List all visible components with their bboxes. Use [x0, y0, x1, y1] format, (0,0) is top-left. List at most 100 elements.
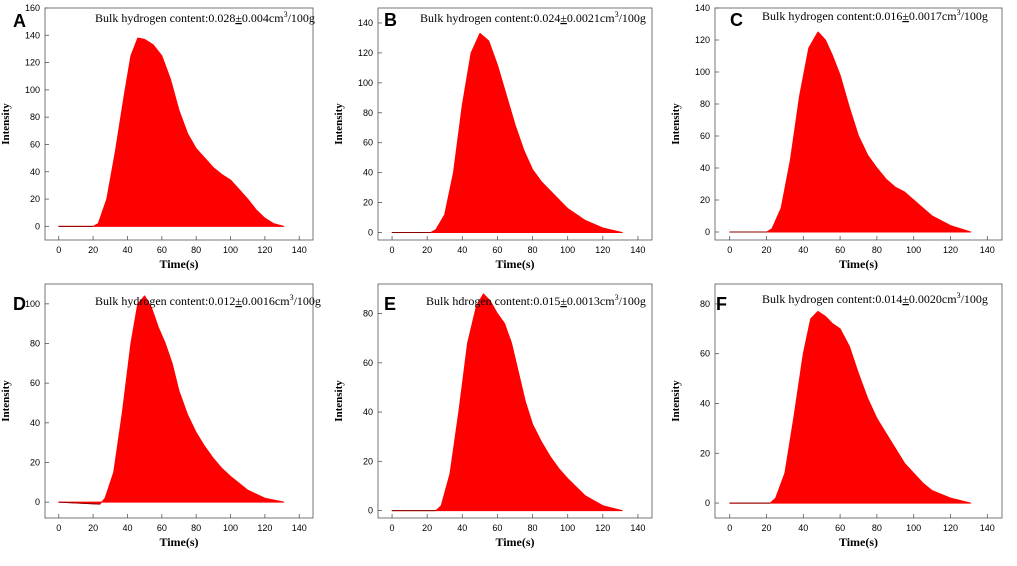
y-axis-label: Intensity: [333, 103, 345, 145]
x-tick-label: 0: [56, 523, 61, 533]
y-tick-label: 120: [695, 35, 710, 45]
y-tick-label: 20: [30, 194, 40, 204]
chart-title: Bulk hydrogen content:0.028±0.004cm3/100…: [95, 10, 315, 25]
plot-frame: [714, 283, 1003, 519]
y-tick-label: 20: [363, 456, 373, 466]
x-tick-label: 140: [980, 245, 995, 255]
x-tick-label: 60: [835, 523, 845, 533]
x-tick-label: 100: [560, 523, 575, 533]
panel-e: 0 20 40 60 80 100 120 140 0 20 40 60 80 Time(s) Intens…: [333, 283, 653, 549]
x-tick-label: 0: [56, 245, 61, 255]
x-tick-label: 120: [595, 523, 610, 533]
y-tick-label: 20: [363, 198, 373, 208]
y-tick-label: 60: [30, 139, 40, 149]
panel-letter: F: [716, 294, 727, 314]
y-tick-label: 80: [30, 338, 40, 348]
x-tick-label: 20: [88, 523, 98, 533]
plot-frame: [44, 7, 314, 241]
y-tick-label: 60: [700, 131, 710, 141]
chart-title: Bulk hydrogen content:0.016±0.0017cm3/10…: [762, 8, 988, 23]
x-axis-label: Time(s): [839, 535, 878, 549]
x-tick-label: 80: [528, 245, 538, 255]
plot-frame: [44, 283, 314, 519]
chart-title: Bulk hdrogen content:0.015±0.0013cm3/100…: [426, 293, 646, 308]
x-axis-label: Time(s): [159, 257, 198, 271]
y-tick-label: 60: [700, 349, 710, 359]
x-tick-label: 120: [257, 245, 272, 255]
x-tick-label: 0: [727, 523, 732, 533]
panel-a: 0 20 40 60 80 100 120 140 0 20 40 60 80 100 120 140 160 T…: [0, 3, 315, 271]
y-tick-label: 120: [25, 58, 40, 68]
x-tick-label: 140: [292, 245, 307, 255]
plot-frame: [377, 283, 653, 519]
plot-frame: [377, 7, 653, 241]
x-axis-label: Time(s): [495, 535, 534, 549]
panel-d: 0 20 40 60 80 100 120 140 0 20 40 60 80 100 Time(s) Int…: [0, 283, 321, 549]
y-axis-label: Intensity: [0, 380, 12, 422]
y-tick-label: 0: [35, 221, 40, 231]
x-tick-label: 60: [835, 245, 845, 255]
y-axis-label: Intensity: [333, 380, 345, 422]
intensity-area: [58, 295, 285, 505]
x-tick-label: 40: [457, 245, 467, 255]
y-tick-label: 60: [30, 378, 40, 388]
y-tick-label: 40: [30, 418, 40, 428]
x-tick-label: 120: [943, 245, 958, 255]
intensity-area: [729, 31, 972, 233]
plot-frame: [714, 7, 1003, 241]
x-tick-label: 40: [798, 245, 808, 255]
x-tick-label: 80: [528, 523, 538, 533]
x-tick-label: 60: [157, 523, 167, 533]
x-tick-label: 140: [630, 523, 645, 533]
x-tick-label: 40: [122, 245, 132, 255]
x-tick-label: 120: [943, 523, 958, 533]
x-tick-label: 140: [292, 523, 307, 533]
x-tick-label: 80: [872, 523, 882, 533]
intensity-area: [729, 310, 972, 504]
y-tick-label: 140: [695, 3, 710, 13]
y-axis-label: Intensity: [670, 380, 682, 422]
x-tick-label: 140: [980, 523, 995, 533]
y-tick-label: 140: [358, 18, 373, 28]
x-tick-label: 80: [191, 245, 201, 255]
x-tick-label: 20: [762, 245, 772, 255]
x-tick-label: 100: [560, 245, 575, 255]
x-tick-label: 80: [872, 245, 882, 255]
x-tick-label: 20: [422, 245, 432, 255]
y-tick-label: 0: [705, 498, 710, 508]
y-tick-label: 100: [695, 67, 710, 77]
y-tick-label: 80: [363, 108, 373, 118]
x-axis-label: Time(s): [495, 257, 534, 271]
intensity-area: [58, 37, 285, 227]
x-tick-label: 0: [390, 523, 395, 533]
x-tick-label: 0: [390, 245, 395, 255]
y-tick-label: 0: [368, 506, 373, 516]
y-tick-label: 60: [363, 138, 373, 148]
y-tick-label: 100: [25, 299, 40, 309]
intensity-area: [391, 32, 623, 234]
y-tick-label: 80: [700, 99, 710, 109]
chart-title: Bulk hydrogen content:0.014±0.0020cm3/10…: [762, 291, 988, 306]
chart-title: Bulk hydrogen content:0.012±0.0016cm3/10…: [95, 293, 321, 308]
x-tick-label: 20: [422, 523, 432, 533]
panel-letter: E: [384, 294, 396, 314]
x-tick-label: 0: [727, 245, 732, 255]
x-tick-label: 40: [457, 523, 467, 533]
y-axis-label: Intensity: [0, 103, 12, 145]
y-tick-label: 140: [25, 30, 40, 40]
x-tick-label: 20: [762, 523, 772, 533]
panel-letter: D: [13, 294, 26, 314]
panel-c: 0 20 40 60 80 100 120 140 0 20 40 60 80 100 120 140 Time…: [670, 3, 1003, 271]
baseline-trace: [58, 501, 100, 505]
x-tick-label: 40: [798, 523, 808, 533]
chart-title: Bulk hydrogen content:0.024±0.0021cm3/10…: [420, 10, 646, 25]
y-tick-label: 0: [35, 497, 40, 507]
x-tick-label: 60: [492, 523, 502, 533]
y-tick-label: 80: [363, 309, 373, 319]
x-tick-label: 100: [223, 523, 238, 533]
y-tick-label: 20: [700, 448, 710, 458]
x-tick-label: 60: [157, 245, 167, 255]
x-axis-label: Time(s): [839, 257, 878, 271]
x-tick-label: 120: [257, 523, 272, 533]
